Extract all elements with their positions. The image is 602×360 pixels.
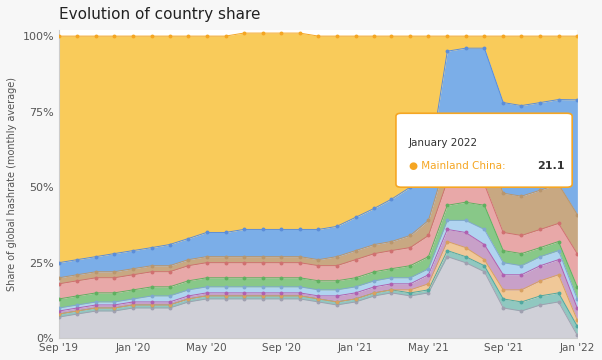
Text: 21.1: 21.1 <box>537 161 565 171</box>
Y-axis label: Share of global hashrate (monthly average): Share of global hashrate (monthly averag… <box>7 77 17 291</box>
Text: January 2022: January 2022 <box>409 138 478 148</box>
FancyBboxPatch shape <box>396 113 572 187</box>
Text: ● Mainland China:: ● Mainland China: <box>409 161 512 171</box>
Text: Evolution of country share: Evolution of country share <box>59 7 261 22</box>
